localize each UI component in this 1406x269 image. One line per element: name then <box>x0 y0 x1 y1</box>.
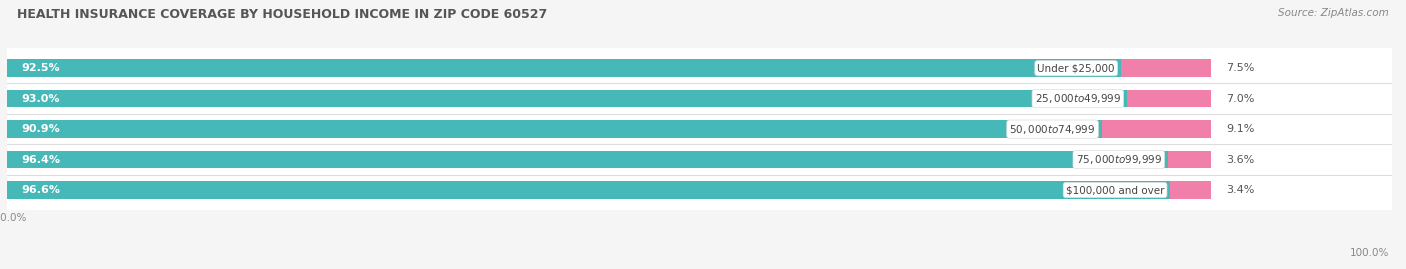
Text: 90.9%: 90.9% <box>21 124 60 134</box>
Text: 9.1%: 9.1% <box>1226 124 1254 134</box>
Bar <box>7 59 1212 77</box>
Bar <box>7 181 1170 199</box>
Text: HEALTH INSURANCE COVERAGE BY HOUSEHOLD INCOME IN ZIP CODE 60527: HEALTH INSURANCE COVERAGE BY HOUSEHOLD I… <box>17 8 547 21</box>
Bar <box>1121 59 1212 77</box>
Text: $100,000 and over: $100,000 and over <box>1066 185 1164 195</box>
Bar <box>1128 90 1212 108</box>
Text: 96.6%: 96.6% <box>21 185 60 195</box>
Text: $50,000 to $74,999: $50,000 to $74,999 <box>1010 123 1095 136</box>
Text: $25,000 to $49,999: $25,000 to $49,999 <box>1035 92 1121 105</box>
Text: 7.0%: 7.0% <box>1226 94 1254 104</box>
Bar <box>1102 120 1212 138</box>
Bar <box>7 151 1212 168</box>
Text: 3.6%: 3.6% <box>1226 155 1254 165</box>
Bar <box>1170 181 1212 199</box>
Text: 93.0%: 93.0% <box>21 94 60 104</box>
Bar <box>7 90 1128 108</box>
Text: Source: ZipAtlas.com: Source: ZipAtlas.com <box>1278 8 1389 18</box>
Text: Under $25,000: Under $25,000 <box>1038 63 1115 73</box>
Bar <box>7 120 1212 138</box>
Text: $75,000 to $99,999: $75,000 to $99,999 <box>1076 153 1161 166</box>
Text: 100.0%: 100.0% <box>1350 248 1389 258</box>
Bar <box>7 181 1212 199</box>
Bar <box>7 151 1168 168</box>
Bar <box>1168 151 1212 168</box>
Text: 92.5%: 92.5% <box>21 63 60 73</box>
Bar <box>7 59 1121 77</box>
Bar <box>7 90 1212 108</box>
Text: 96.4%: 96.4% <box>21 155 60 165</box>
Text: 7.5%: 7.5% <box>1226 63 1254 73</box>
Bar <box>7 120 1102 138</box>
Text: 3.4%: 3.4% <box>1226 185 1254 195</box>
